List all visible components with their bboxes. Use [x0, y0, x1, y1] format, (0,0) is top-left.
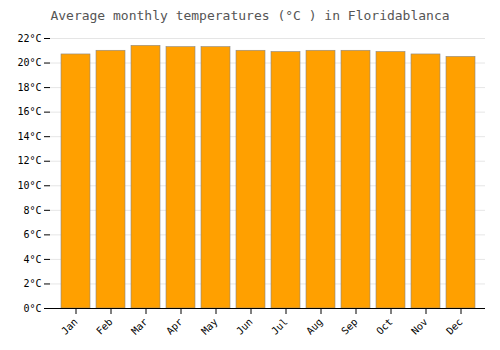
- svg-text:18°C: 18°C: [17, 82, 41, 93]
- svg-text:10°C: 10°C: [17, 180, 41, 191]
- svg-text:6°C: 6°C: [23, 229, 41, 240]
- svg-text:Dec: Dec: [444, 316, 465, 337]
- svg-text:May: May: [199, 316, 220, 337]
- svg-text:16°C: 16°C: [17, 106, 41, 117]
- svg-text:8°C: 8°C: [23, 205, 41, 216]
- svg-text:Apr: Apr: [164, 316, 185, 337]
- svg-text:12°C: 12°C: [17, 155, 41, 166]
- svg-text:Mar: Mar: [129, 316, 150, 337]
- svg-text:20°C: 20°C: [17, 57, 41, 68]
- svg-text:Aug: Aug: [304, 316, 325, 337]
- svg-text:Sep: Sep: [339, 316, 360, 337]
- svg-text:Jan: Jan: [59, 316, 80, 337]
- svg-text:Feb: Feb: [94, 316, 115, 337]
- svg-text:Jul: Jul: [269, 316, 290, 337]
- svg-text:Nov: Nov: [409, 316, 430, 337]
- svg-text:Oct: Oct: [374, 316, 395, 337]
- svg-text:14°C: 14°C: [17, 131, 41, 142]
- svg-text:22°C: 22°C: [17, 33, 41, 44]
- html-text:Average monthly temperatures (: Average monthly temperatures (°C ) in Fl…: [50, 8, 450, 23]
- svg-text:2°C: 2°C: [23, 278, 41, 289]
- svg-text:Jun: Jun: [234, 316, 255, 337]
- svg-text:4°C: 4°C: [23, 254, 41, 265]
- svg-text:0°C: 0°C: [23, 303, 41, 314]
